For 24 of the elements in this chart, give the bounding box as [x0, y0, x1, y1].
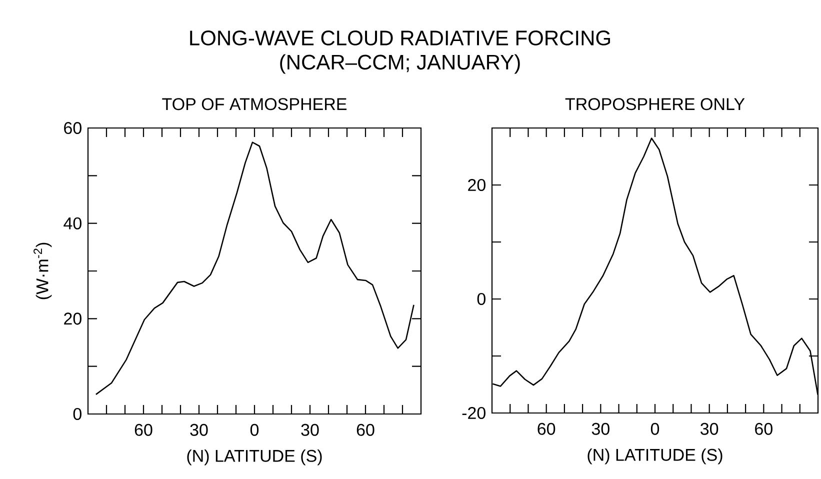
text: (NCAR–CCM; JANUARY)	[280, 54, 520, 74]
x-tick-label: 0	[250, 424, 259, 436]
y-tick-label: 60	[64, 122, 82, 134]
x-tick-label: 30	[190, 424, 208, 436]
x-tick-label: 60	[538, 422, 556, 435]
x-tick-label: 60	[755, 422, 772, 435]
x-axis-title: (N) LATITUDE (S)	[588, 448, 722, 464]
y-axis-title: (W·m$^{-2}$)	[34, 242, 52, 300]
x-axis-title: (N) LATITUDE (S)	[187, 449, 322, 466]
x-tick-label: 30	[301, 424, 319, 436]
y-tick-label: 20	[468, 178, 486, 192]
chart-title: TROPOSPHERE ONLY	[565, 98, 745, 110]
chart-title: TOP OF ATMOSPHERE	[162, 98, 347, 110]
x-tick-label: 60	[134, 424, 152, 436]
y-tick-label: 0	[477, 292, 486, 306]
y-tick-label: 40	[64, 217, 82, 230]
y-tick-label: 20	[64, 312, 82, 325]
y-tick-label: -20	[462, 406, 486, 420]
x-tick-label: 0	[650, 422, 660, 435]
x-tick-label: 60	[356, 424, 374, 436]
x-tick-label: 30	[700, 422, 718, 435]
text: LONG-WAVE CLOUD RADIATIVE FORCING	[190, 30, 610, 46]
x-tick-label: 30	[592, 422, 610, 435]
y-tick-label: 0	[73, 408, 82, 420]
